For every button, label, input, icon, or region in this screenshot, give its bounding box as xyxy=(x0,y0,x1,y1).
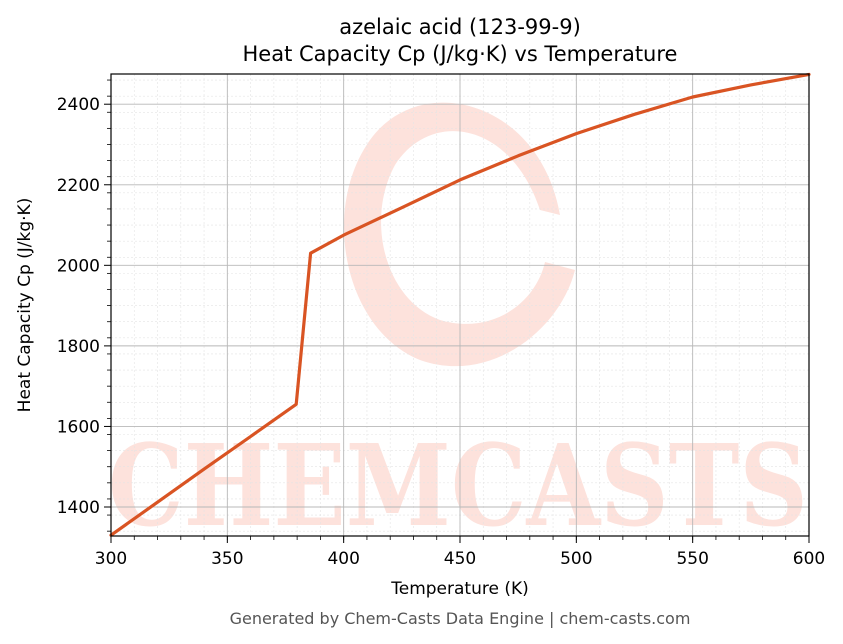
x-tick-label: 500 xyxy=(560,549,592,569)
y-tick-label: 2200 xyxy=(57,176,100,196)
y-tick-label: 1400 xyxy=(57,498,100,518)
y-tick-label: 2400 xyxy=(57,95,100,115)
watermark: CHEMCASTS xyxy=(108,102,808,552)
x-tick-label: 400 xyxy=(327,549,359,569)
plot-series xyxy=(109,72,811,537)
x-tick-label: 600 xyxy=(793,549,825,569)
x-tick-label: 550 xyxy=(676,549,708,569)
x-tick-label: 350 xyxy=(211,549,243,569)
series-line xyxy=(109,72,811,537)
x-tick-label: 300 xyxy=(95,549,127,569)
x-axis: 300 350 400 450 500 550 600 xyxy=(95,536,825,569)
chart-subtitle: Heat Capacity Cp (J/kg·K) vs Temperature xyxy=(243,42,678,66)
footer-credit: Generated by Chem-Casts Data Engine | ch… xyxy=(230,609,691,628)
x-axis-label: Temperature (K) xyxy=(390,579,529,599)
y-tick-label: 1600 xyxy=(57,417,100,437)
y-tick-label: 1800 xyxy=(57,337,100,357)
watermark-text: CHEMCASTS xyxy=(108,421,808,552)
y-tick-label: 2000 xyxy=(57,256,100,276)
x-tick-label: 450 xyxy=(444,549,476,569)
chart-title: azelaic acid (123-99-9) xyxy=(339,15,581,39)
watermark-c-logo xyxy=(343,102,575,367)
y-axis: 1400 1600 1800 2000 2200 2400 xyxy=(57,79,111,532)
y-axis-label: Heat Capacity Cp (J/kg·K) xyxy=(15,198,35,413)
